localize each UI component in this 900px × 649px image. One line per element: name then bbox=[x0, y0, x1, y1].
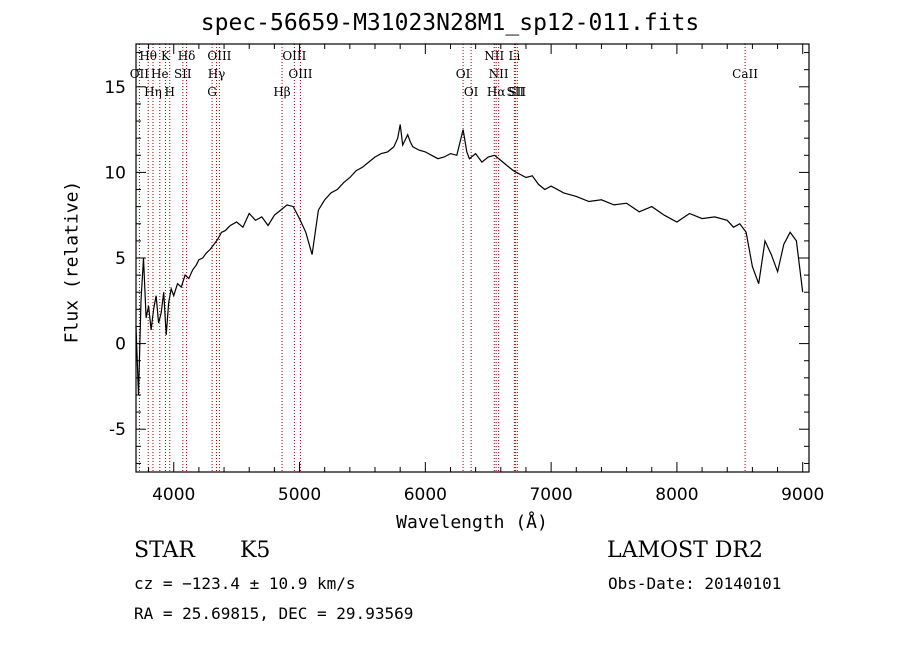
y-tick-label: 10 bbox=[104, 163, 126, 183]
spectral-line-label: H bbox=[164, 85, 174, 99]
x-tick-label: 7000 bbox=[529, 485, 572, 505]
spectral-line-label: G bbox=[207, 85, 217, 99]
coordinates: RA = 25.69815, DEC = 29.93569 bbox=[134, 604, 414, 623]
spectral-line-label: OI bbox=[464, 85, 479, 99]
spectral-line-label: OIII bbox=[282, 49, 306, 63]
x-tick-label: 6000 bbox=[404, 485, 447, 505]
spectral-line-label: SII bbox=[174, 67, 192, 81]
chart-title: spec-56659-M31023N28M1_sp12-011.fits bbox=[200, 10, 700, 36]
spectral-line-label: Hγ bbox=[208, 67, 226, 81]
spectral-line-label: OI bbox=[456, 67, 471, 81]
y-tick-label: 15 bbox=[104, 78, 126, 98]
spectral-line-label: Hα bbox=[487, 85, 506, 99]
y-axis-label: Flux (relative) bbox=[61, 180, 83, 344]
spectral-line-label: Hη bbox=[144, 85, 162, 99]
survey-name: LAMOST DR2 bbox=[607, 538, 763, 563]
plot-frame bbox=[135, 43, 810, 473]
y-tick-label: -5 bbox=[109, 420, 126, 440]
spectral-line-label: Li bbox=[508, 49, 520, 63]
spectral-line-label: OIII bbox=[288, 67, 312, 81]
x-tick-label: 9000 bbox=[781, 485, 824, 505]
x-axis-label: Wavelength (Å) bbox=[396, 512, 548, 533]
spectrum-trace bbox=[135, 124, 804, 396]
spectral-line-label: He bbox=[151, 67, 169, 81]
spectral-line-label: Hδ bbox=[178, 49, 196, 63]
spectral-line-label: SII bbox=[507, 85, 525, 99]
spectral-line-label: NII bbox=[489, 67, 509, 81]
subclass: K5 bbox=[240, 538, 271, 563]
object-class: STAR bbox=[134, 538, 195, 563]
spectral-line-label: K bbox=[161, 49, 171, 63]
obs-date: Obs-Date: 20140101 bbox=[608, 574, 782, 593]
spectral-line-label: Hβ bbox=[273, 85, 290, 99]
spectral-line-label: SII bbox=[508, 85, 526, 99]
spectral-line-label: Hθ bbox=[139, 49, 157, 63]
x-tick-label: 8000 bbox=[655, 485, 698, 505]
redshift-cz: cz = −123.4 ± 10.9 km/s bbox=[134, 574, 356, 593]
x-tick-label: 4000 bbox=[152, 485, 195, 505]
spectral-line-label: OIII bbox=[207, 49, 231, 63]
spectral-line-label: CaII bbox=[732, 67, 758, 81]
spectral-line-label: NII bbox=[484, 49, 504, 63]
y-tick-label: 0 bbox=[115, 335, 126, 355]
y-tick-label: 5 bbox=[115, 249, 126, 269]
x-tick-label: 5000 bbox=[278, 485, 321, 505]
spectral-line-label: OII bbox=[130, 67, 150, 81]
